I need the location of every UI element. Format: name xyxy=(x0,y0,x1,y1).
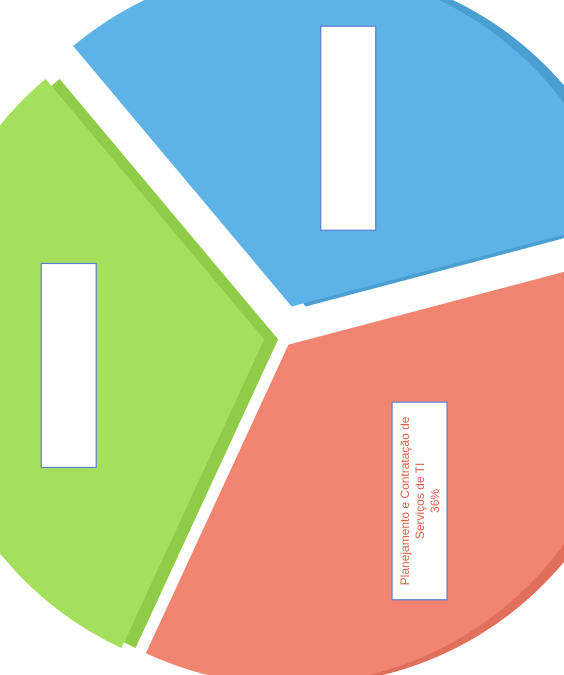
slice-value-label-congressos: 32% xyxy=(357,116,371,140)
pie-slice-congressos xyxy=(73,0,564,307)
slice-label-planejamento: Planejamento e Contratação de Serviços de… xyxy=(391,401,448,601)
slice-label-box-congressos xyxy=(320,25,377,231)
slice-label-congressos: Congressos ou Seminários sobre software l… xyxy=(320,25,377,231)
pie-slice-planejamento xyxy=(145,271,564,675)
slice-value-label-seminario: 32% xyxy=(77,353,91,377)
slice-category-label-seminario: à Gestão Pública xyxy=(62,319,76,411)
slice-value-label-planejamento: 36% xyxy=(428,489,442,513)
slice-label-box-planejamento xyxy=(391,401,448,601)
slice-category-label-planejamento: Planejamento e Contratação de xyxy=(398,416,412,585)
slice-category-label-seminario: Seminário Nacional TI aplicada xyxy=(47,282,61,448)
pie-slice-seminario xyxy=(0,78,265,649)
slice-category-label-congressos: software livre ou outros temas xyxy=(342,48,356,208)
labels-layer: Congressos ou Seminários sobre software l… xyxy=(40,25,448,601)
slice-category-label-planejamento: Serviços de TI xyxy=(413,463,427,539)
slice-label-box-seminario xyxy=(40,262,97,469)
slice-category-label-congressos: Congressos ou Seminários sobre xyxy=(327,39,341,217)
slice-label-seminario: Seminário Nacional TI aplicada à Gestão P… xyxy=(40,262,97,469)
